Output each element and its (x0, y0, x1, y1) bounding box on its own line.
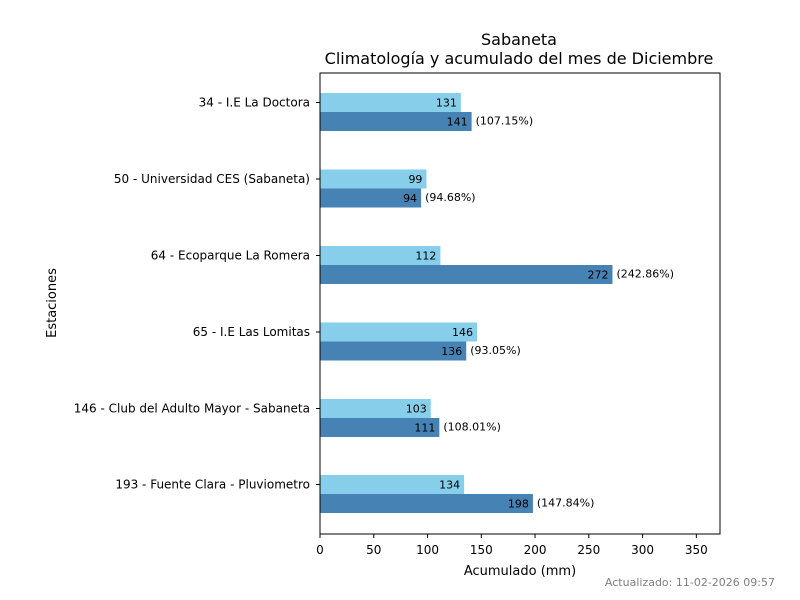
bar-acumulado (320, 265, 613, 284)
bar-climatologia (320, 246, 441, 265)
y-axis-label: Estaciones (45, 268, 60, 338)
y-axis-ticks: 34 - I.E La Doctora 50 - Universidad CES … (74, 96, 320, 492)
bar-percent-label: (242.86%) (616, 268, 674, 281)
bar-climatologia (320, 169, 427, 189)
bar-climatologia (320, 399, 431, 418)
bar-acumulado (320, 188, 422, 208)
bar-percent-label: (93.05%) (470, 344, 521, 357)
bar-value-label: 111 (414, 422, 435, 435)
bar-percent-label: (108.01%) (443, 421, 501, 434)
bar-climatologia (320, 322, 477, 342)
bar-value-label: 112 (415, 250, 436, 263)
bar-value-label: 99 (408, 173, 422, 186)
y-tick-label: 50 - Universidad CES (Sabaneta) (114, 172, 310, 186)
y-tick-label: 193 - Fuente Clara - Pluviometro (115, 478, 310, 492)
chart-subtitle: Climatología y acumulado del mes de Dici… (325, 49, 714, 68)
bar-value-label: 198 (508, 498, 529, 511)
bar-percent-label: (147.84%) (537, 497, 595, 510)
y-tick-label: 65 - I.E Las Lomitas (193, 325, 310, 339)
y-tick-label: 64 - Ecoparque La Romera (151, 249, 310, 263)
bar-acumulado (320, 494, 533, 513)
bar-acumulado (320, 112, 472, 131)
x-axis-label: Acumulado (mm) (464, 564, 576, 579)
bar-value-label: 103 (406, 403, 427, 416)
x-tick-label: 150 (470, 543, 493, 557)
y-tick-label: 146 - Club del Adulto Mayor - Sabaneta (74, 402, 310, 416)
bar-acumulado (320, 418, 440, 437)
x-tick-label: 0 (316, 543, 324, 557)
bar-climatologia (320, 93, 461, 112)
bar-value-label: 131 (436, 97, 457, 110)
x-tick-label: 350 (685, 543, 708, 557)
bar-percent-label: (94.68%) (425, 191, 476, 204)
x-tick-label: 250 (577, 543, 600, 557)
x-tick-label: 50 (366, 543, 381, 557)
y-tick-label: 34 - I.E La Doctora (199, 96, 310, 110)
bar-value-label: 94 (403, 192, 417, 205)
bar-acumulado (320, 341, 467, 361)
bars-group (320, 93, 613, 513)
x-tick-label: 100 (416, 543, 439, 557)
bar-value-label: 136 (441, 345, 462, 358)
x-tick-label: 200 (524, 543, 547, 557)
bar-value-label: 141 (447, 116, 468, 129)
x-axis-ticks: 0 50 100 150 200 250 300 350 (316, 534, 708, 557)
bar-percent-label: (107.15%) (476, 115, 534, 128)
bar-labels-group: 131 141 (107.15%) 99 94 (94.68%) 112 272 (242.86… (403, 97, 674, 511)
chart-title: Sabaneta (481, 30, 557, 49)
bar-value-label: 134 (439, 479, 460, 492)
bar-climatologia (320, 475, 465, 494)
bar-value-label: 146 (452, 326, 473, 339)
bar-value-label: 272 (587, 269, 608, 282)
x-tick-label: 300 (631, 543, 654, 557)
updated-timestamp: Actualizado: 11-02-2026 09:57 (604, 576, 775, 589)
plot-frame (319, 72, 721, 535)
